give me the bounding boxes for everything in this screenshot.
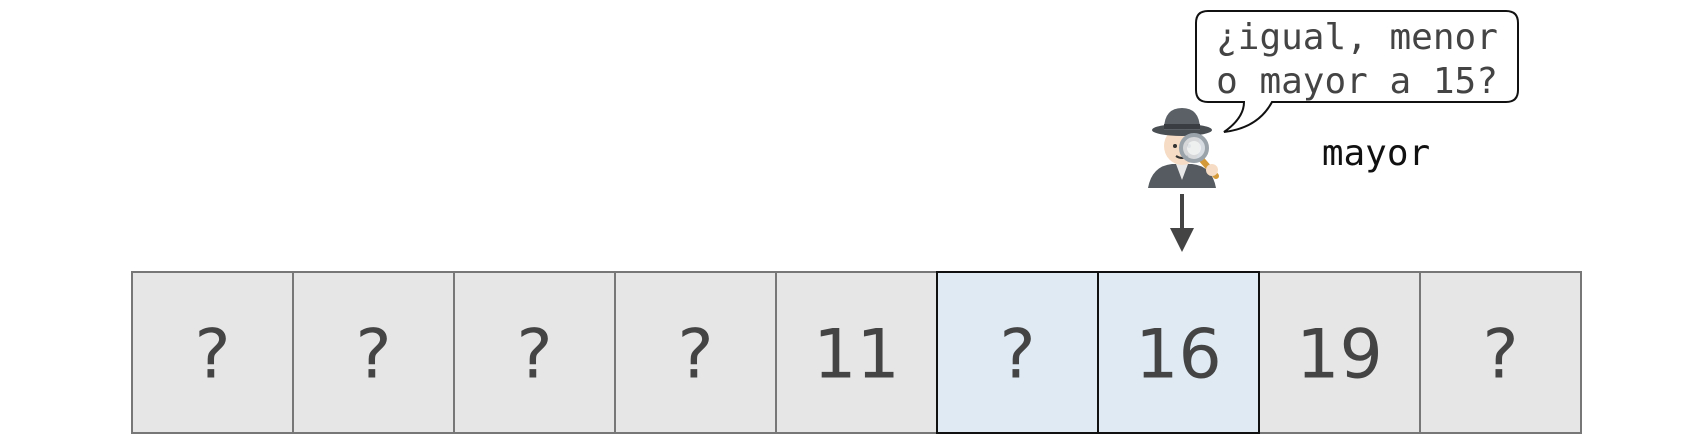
array-cell-value: ? [677, 316, 713, 395]
array-cell-value: 11 [813, 316, 900, 395]
array-cell: 11 [775, 271, 938, 434]
array: ???? 11 19?? 16 [131, 271, 1582, 434]
array-cell-value: 19 [1296, 316, 1383, 395]
array-cell-box [453, 271, 616, 434]
down-arrow-icon [1170, 194, 1194, 252]
array-cell: ? [292, 271, 455, 434]
array-cell-box [1419, 271, 1582, 434]
array-cell-box [292, 271, 455, 434]
question-line-1: ¿igual, menor [1216, 17, 1498, 58]
speech-bubble-shape [1195, 10, 1519, 133]
detective-icon [1148, 108, 1219, 188]
answer-label: mayor [1322, 133, 1430, 174]
speech-bubble: ¿igual, menor o mayor a 15? [1195, 10, 1519, 133]
array-cell: ? [453, 271, 616, 434]
array-cell: 16 [1097, 271, 1260, 434]
array-cell: ? [1419, 271, 1582, 434]
array-cell-value: ? [516, 316, 552, 395]
array-cell-value: ? [194, 316, 230, 395]
array-cell-box [131, 271, 294, 434]
question-line-2: o mayor a 15? [1216, 61, 1498, 102]
array-cell: ? [131, 271, 294, 434]
array-cell-box [614, 271, 777, 434]
array-cell-box [1097, 271, 1260, 434]
array-cell: ? [936, 271, 1099, 434]
array-cell-value: ? [355, 316, 391, 395]
array-cell-box [936, 271, 1099, 434]
array-cell-value: 16 [1135, 316, 1222, 395]
array-cell: 19 [1258, 271, 1421, 434]
array-cell: ? [614, 271, 777, 434]
array-cell-value: ? [1482, 316, 1518, 395]
array-cell-value: ? [999, 316, 1035, 395]
